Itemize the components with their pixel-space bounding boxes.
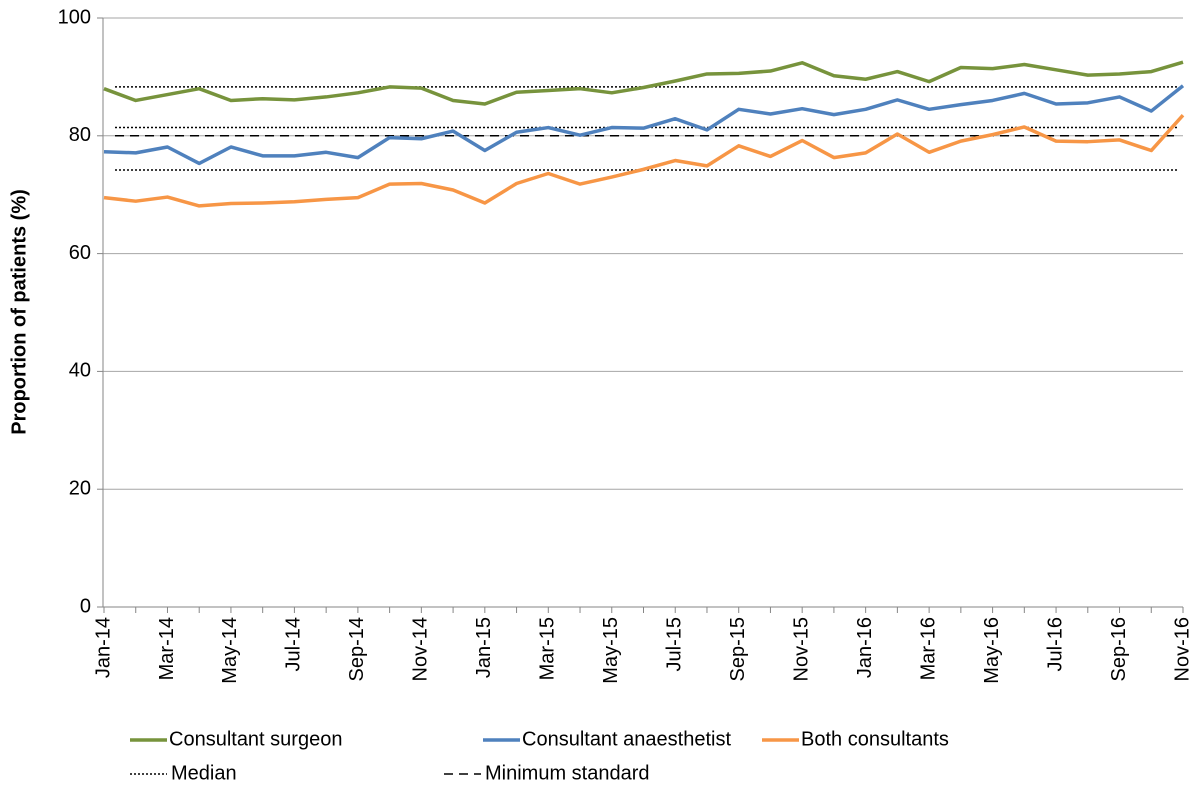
data-line: [103, 84, 1185, 166]
x-tick-label: Jul-14: [283, 617, 305, 671]
x-tick-label: Jul-15: [664, 617, 686, 671]
x-tick-label: May-15: [600, 617, 622, 684]
y-tick-label: 20: [69, 477, 91, 499]
legend-label: Minimum standard: [485, 762, 650, 784]
data-line: [103, 114, 1185, 208]
legend-label: Consultant surgeon: [169, 728, 342, 750]
x-tick-label: May-16: [981, 617, 1003, 684]
y-tick-label: 40: [69, 360, 91, 382]
x-tick-label: Jan-14: [92, 617, 114, 678]
x-tick-label: Mar-15: [537, 617, 559, 680]
x-tick-label: Nov-16: [1171, 617, 1192, 681]
legend-label: Both consultants: [801, 728, 949, 750]
legend-label: Consultant anaesthetist: [522, 728, 731, 750]
x-tick-label: Nov-15: [790, 617, 812, 681]
y-axis-label: Proportion of patients (%): [8, 189, 30, 435]
legend-label: Median: [171, 762, 237, 784]
x-tick-label: Sep-14: [346, 617, 368, 682]
y-tick-label: 80: [69, 124, 91, 146]
x-tick-label: Sep-15: [727, 617, 749, 682]
x-tick-label: Jan-16: [854, 617, 876, 678]
data-line: [103, 60, 1184, 106]
x-tick-label: Sep-16: [1108, 617, 1130, 682]
y-tick-label: 100: [58, 6, 91, 28]
x-tick-label: Nov-14: [410, 617, 432, 681]
y-tick-label: 60: [69, 242, 91, 264]
y-tick-label: 0: [80, 595, 91, 617]
x-tick-label: Jan-15: [473, 617, 495, 678]
x-tick-label: Jul-16: [1044, 617, 1066, 671]
x-tick-label: May-14: [219, 617, 241, 684]
x-tick-label: Mar-16: [917, 617, 939, 680]
x-tick-label: Mar-14: [156, 617, 178, 680]
